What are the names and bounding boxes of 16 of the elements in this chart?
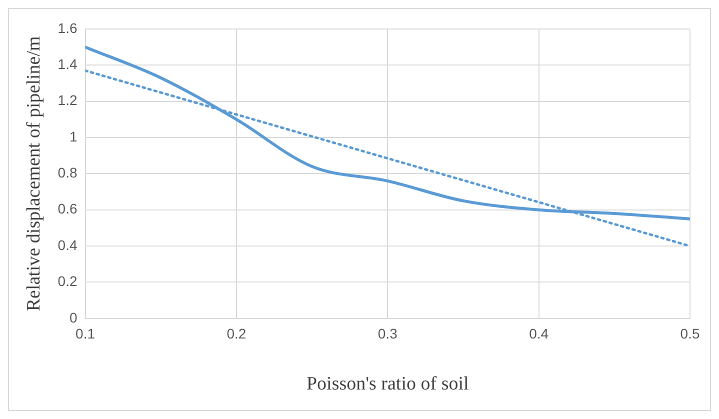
y-tick-label: 1.6 xyxy=(58,20,78,36)
y-tick-label: 0 xyxy=(69,309,78,326)
x-tick-label: 0.3 xyxy=(378,326,398,342)
x-axis-title: Poisson's ratio of soil xyxy=(306,374,469,395)
y-tick-label: 0.2 xyxy=(58,273,78,290)
y-tick-label: 0.4 xyxy=(58,236,78,253)
y-axis-title: Relative displacement of pipeline/m xyxy=(23,36,44,312)
x-tick-label: 0.1 xyxy=(76,326,96,342)
y-tick-label: 0.8 xyxy=(58,164,78,181)
y-tick-label: 1 xyxy=(69,128,78,144)
x-tick-label: 0.5 xyxy=(680,326,700,342)
y-tick-label: 0.6 xyxy=(58,200,78,217)
y-tick-label: 1.4 xyxy=(58,56,78,72)
y-tick-label: 1.2 xyxy=(58,92,78,108)
x-tick-label: 0.2 xyxy=(226,326,246,342)
x-tick-label: 0.4 xyxy=(529,326,549,342)
